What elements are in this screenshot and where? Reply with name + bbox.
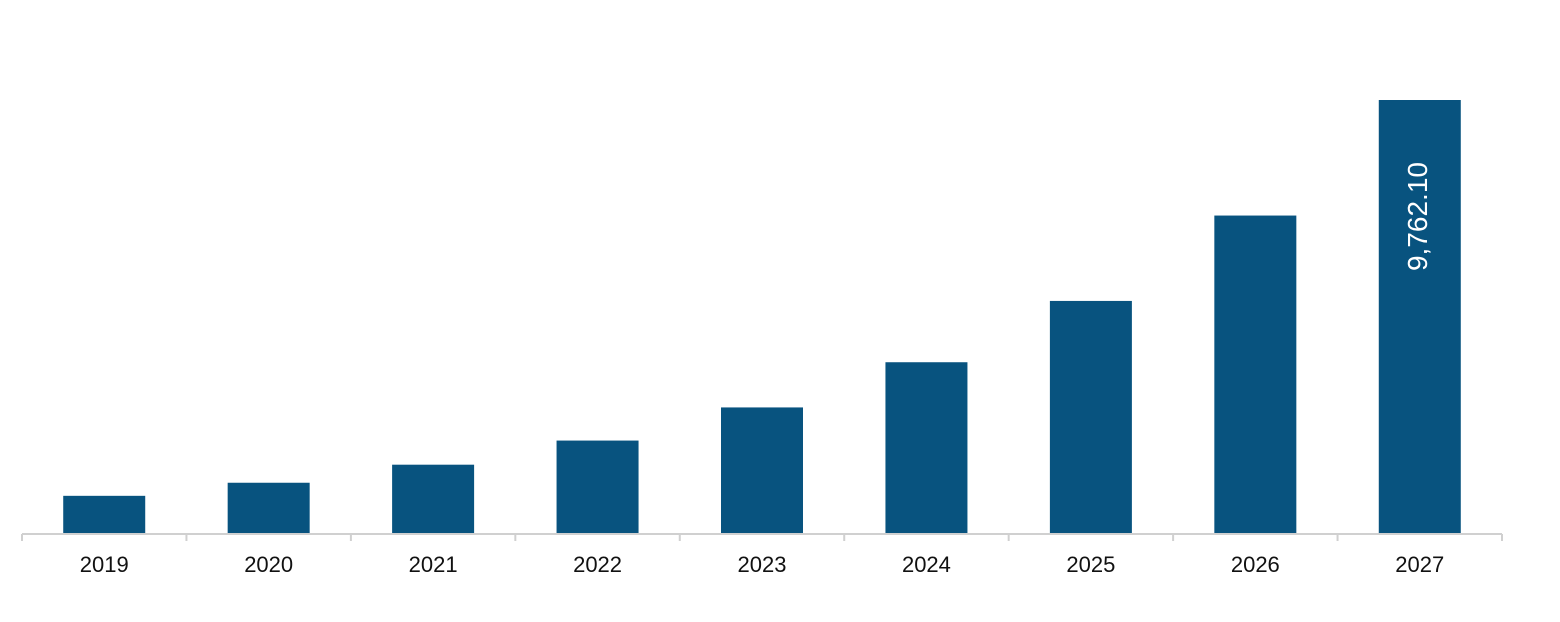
x-tick-label: 2024 <box>902 552 951 577</box>
x-tick-label: 2026 <box>1231 552 1280 577</box>
bar <box>721 407 803 533</box>
x-tick-label: 2021 <box>409 552 458 577</box>
value-label: 9,762.10 <box>1402 162 1433 271</box>
x-tick-label: 2023 <box>738 552 787 577</box>
x-tick-label: 2025 <box>1066 552 1115 577</box>
x-tick-label: 2027 <box>1395 552 1444 577</box>
bar <box>63 495 146 533</box>
bar <box>556 440 639 533</box>
bar <box>885 362 968 533</box>
bar <box>1214 215 1297 534</box>
bar <box>1049 300 1132 533</box>
bar <box>227 482 310 533</box>
x-tick-label: 2022 <box>573 552 622 577</box>
x-tick-label: 2019 <box>80 552 129 577</box>
x-tick-label: 2020 <box>244 552 293 577</box>
bar <box>1378 100 1461 533</box>
bar <box>392 464 475 533</box>
